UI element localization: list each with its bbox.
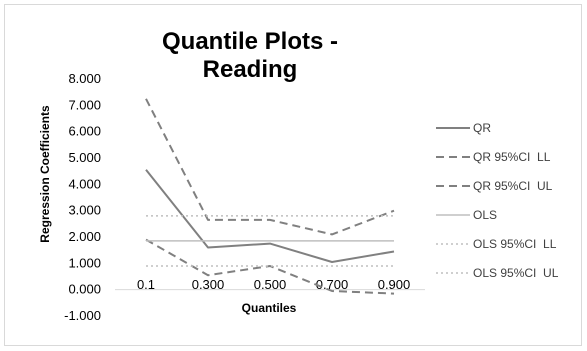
series-line <box>145 98 395 236</box>
x-axis-label: Quantiles <box>241 301 297 315</box>
y-tick-label: 1.000 <box>68 255 101 270</box>
y-tick-label: 5.000 <box>68 150 101 165</box>
legend-label: QR 95%CI UL <box>473 179 553 193</box>
x-tick-label: 0.500 <box>254 277 287 292</box>
legend-label: QR 95%CI LL <box>473 150 551 164</box>
y-tick-label: -1.000 <box>64 308 101 323</box>
legend-item: OLS <box>436 207 497 223</box>
y-tick-label: 6.000 <box>68 124 101 139</box>
series-line <box>145 169 395 263</box>
y-tick-label: 2.000 <box>68 229 101 244</box>
legend-label: OLS <box>473 208 498 222</box>
legend-swatch <box>436 127 470 129</box>
y-tick-label: 4.000 <box>68 176 101 191</box>
legend-item: QR 95%CI LL <box>436 149 550 165</box>
x-tick-label: 0.300 <box>192 277 225 292</box>
chart-area <box>4 4 582 346</box>
legend-label: OLS 95%CI UL <box>473 266 559 280</box>
legend-swatch <box>436 272 470 274</box>
legend-swatch <box>436 156 470 158</box>
x-tick-label: 0.900 <box>378 277 411 292</box>
legend-swatch <box>436 185 470 187</box>
y-tick-label: 0.000 <box>68 282 101 297</box>
legend-label: QR <box>473 121 491 135</box>
legend-swatch <box>436 214 470 216</box>
y-tick-label: 7.000 <box>68 97 101 112</box>
x-tick-label: 0.1 <box>137 277 155 292</box>
legend-item: QR <box>436 120 491 136</box>
legend-label: OLS 95%CI LL <box>473 237 557 251</box>
y-tick-label: 8.000 <box>68 71 101 86</box>
legend-item: OLS 95%CI UL <box>436 265 558 281</box>
chart-title: Quantile Plots - Reading <box>161 28 338 83</box>
x-tick-label: 0.700 <box>316 277 349 292</box>
y-tick-label: 3.000 <box>68 203 101 218</box>
legend-item: QR 95%CI UL <box>436 178 552 194</box>
legend-item: OLS 95%CI LL <box>436 236 556 252</box>
legend-swatch <box>436 243 470 245</box>
series-line <box>145 238 395 295</box>
